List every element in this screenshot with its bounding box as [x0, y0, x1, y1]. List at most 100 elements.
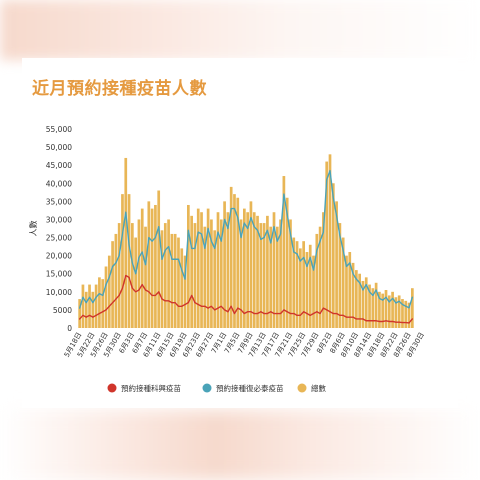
bar [236, 197, 240, 328]
bar [266, 215, 269, 328]
bar [275, 226, 279, 328]
bar [200, 212, 203, 328]
bar [154, 204, 157, 328]
bar [223, 201, 226, 328]
bar [203, 226, 207, 328]
bar [206, 208, 210, 328]
y-axis-label: 人數 [28, 221, 38, 237]
bar [163, 223, 167, 328]
bar [249, 201, 253, 328]
bar [131, 223, 134, 328]
bar [167, 219, 170, 328]
y-tick-label: 40,000 [46, 179, 72, 188]
bar [180, 248, 184, 328]
bar [91, 291, 95, 328]
bar [196, 208, 200, 328]
bar [111, 241, 114, 328]
bar [243, 208, 246, 328]
bar [177, 237, 180, 328]
series-line [78, 274, 414, 324]
bar [157, 190, 161, 328]
y-tick-label: 35,000 [46, 197, 72, 206]
bar [134, 237, 137, 328]
bar [404, 300, 408, 328]
legend-label: 預約接種科興疫苗 [121, 383, 181, 393]
bar [322, 212, 325, 328]
bar [226, 212, 230, 328]
bar [107, 255, 111, 328]
bar [88, 284, 91, 328]
legend-label: 預約接種復必泰疫苗 [216, 383, 284, 393]
bar [140, 208, 144, 328]
bar [173, 233, 177, 328]
series-line [78, 169, 414, 309]
bar [137, 219, 141, 328]
y-tick-label: 10,000 [46, 288, 72, 297]
y-tick-label: 15,000 [46, 270, 72, 279]
bar [328, 154, 332, 328]
bar [170, 233, 174, 328]
bar [348, 252, 352, 328]
bar [279, 219, 282, 328]
y-tick-label: 30,000 [46, 215, 72, 224]
bar [101, 279, 105, 328]
bar [378, 291, 381, 328]
bar [391, 291, 394, 328]
y-tick-label: 20,000 [46, 252, 72, 261]
bar [160, 230, 164, 328]
bar [98, 277, 101, 328]
background-blur-top [0, 0, 480, 60]
bar [361, 280, 365, 328]
bar [358, 273, 361, 328]
bar [150, 208, 154, 328]
y-tick-label: 0 [67, 324, 72, 333]
bar [325, 161, 329, 328]
y-tick-label: 45,000 [46, 161, 72, 170]
legend-marker [202, 383, 212, 393]
chart-card: 近月預約接種疫苗人數 0 5000 10,000 15,000 20,000 25,000… [22, 58, 458, 408]
bar [351, 262, 355, 328]
bar [239, 219, 243, 328]
legend-marker [107, 383, 117, 393]
bar [183, 255, 187, 328]
y-tick-label: 50,000 [46, 143, 72, 152]
bar [187, 204, 190, 328]
bar [312, 255, 315, 328]
bar [84, 291, 88, 328]
bar [256, 215, 259, 328]
bar [368, 284, 371, 328]
bar [308, 244, 312, 328]
legend-marker [297, 383, 307, 393]
bar [78, 299, 81, 328]
bar [299, 248, 302, 328]
bar [381, 293, 385, 328]
bar [289, 219, 292, 328]
bar [411, 288, 414, 328]
bar [147, 201, 151, 328]
bar [213, 230, 217, 328]
bar [94, 284, 98, 328]
bar [216, 212, 220, 328]
bar [401, 299, 404, 328]
bar [124, 157, 128, 328]
legend-label: 總數 [311, 383, 326, 393]
bar [144, 226, 147, 328]
bar [295, 241, 299, 328]
bar [371, 288, 375, 328]
bar [269, 226, 273, 328]
bar [121, 194, 124, 328]
bar [341, 237, 345, 328]
y-tick-label: 25,000 [46, 234, 72, 243]
bar [190, 215, 193, 328]
bar [117, 223, 121, 328]
bar [219, 219, 223, 328]
bar [384, 290, 388, 328]
bar [387, 295, 391, 328]
y-tick-label: 55,000 [46, 125, 72, 134]
bar [318, 226, 322, 328]
bar [407, 302, 411, 328]
bar [282, 176, 286, 328]
bar [193, 223, 197, 328]
bar [345, 255, 348, 328]
chart-title: 近月預約接種疫苗人數 [32, 79, 207, 99]
